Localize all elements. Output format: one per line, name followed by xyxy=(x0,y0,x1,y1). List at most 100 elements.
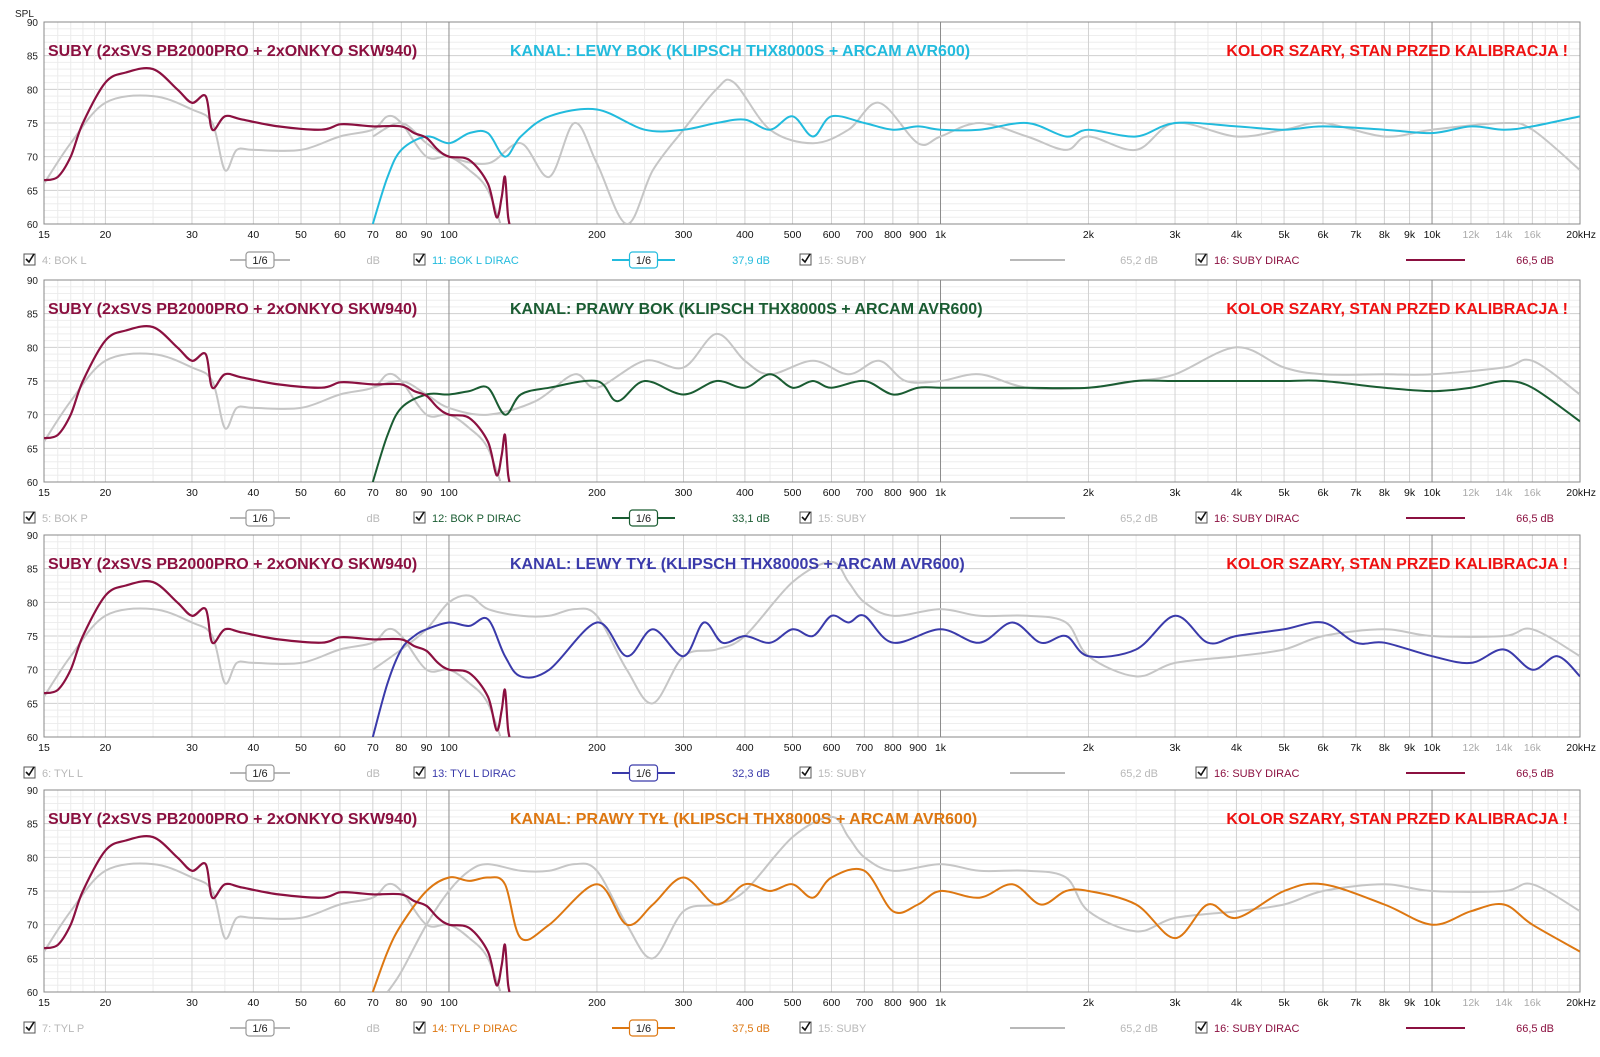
y-tick-label: 75 xyxy=(27,887,39,898)
legend-value: 65,2 dB xyxy=(1120,768,1158,780)
legend-item-3[interactable]: 15: SUBY 65,2 dB xyxy=(799,511,1158,525)
x-tick-label: 40 xyxy=(248,229,260,241)
legend-checkbox[interactable] xyxy=(1195,766,1208,779)
x-tick-label: 500 xyxy=(784,742,802,754)
smoothing-button[interactable] xyxy=(245,764,275,782)
smoothing-button[interactable] xyxy=(628,251,659,269)
legend-checkbox[interactable] xyxy=(1195,511,1208,524)
legend-label: 16: SUBY DIRAC xyxy=(1214,255,1299,267)
legend-item-2[interactable]: 11: BOK L DIRAC 1/6 37,9 dB xyxy=(413,251,770,269)
y-tick-label: 85 xyxy=(27,52,39,63)
x-tick-label: 5k xyxy=(1279,742,1291,754)
y-tick-label: 80 xyxy=(27,343,39,354)
series-line-subs-dirac xyxy=(44,67,511,224)
x-tick-label: 8k xyxy=(1379,229,1391,241)
y-tick-label: 85 xyxy=(27,820,39,831)
legend-item-4[interactable]: 16: SUBY DIRAC 66,5 dB xyxy=(1195,253,1554,267)
legend-label: 5: BOK P xyxy=(42,513,88,525)
smoothing-button[interactable] xyxy=(245,509,275,527)
legend-value: 32,3 dB xyxy=(732,768,770,780)
x-tick-label: 8k xyxy=(1379,487,1391,499)
smoothing-button[interactable] xyxy=(628,509,659,527)
x-tick-label: 50 xyxy=(295,229,307,241)
legend-item-2[interactable]: 13: TYL L DIRAC 1/6 32,3 dB xyxy=(413,764,770,782)
smoothing-button[interactable] xyxy=(628,1019,659,1037)
series-line-subs-dirac xyxy=(44,835,511,992)
legend-item-4[interactable]: 16: SUBY DIRAC 66,5 dB xyxy=(1195,766,1554,780)
y-tick-label: 75 xyxy=(27,632,39,643)
x-tick-label: 300 xyxy=(675,742,693,754)
legend-checkbox[interactable] xyxy=(799,766,812,779)
series-line-channel-dirac xyxy=(371,867,1580,992)
x-tick-label: 20 xyxy=(100,997,112,1009)
legend-checkbox[interactable] xyxy=(799,1021,812,1034)
x-tick-label: 100 xyxy=(440,229,458,241)
x-tick-label: 15 xyxy=(38,487,50,499)
legend-item-3[interactable]: 15: SUBY 65,2 dB xyxy=(799,253,1158,267)
series-line-channel-before xyxy=(386,815,1580,992)
legend-checkbox[interactable] xyxy=(413,253,426,266)
legend-checkbox[interactable] xyxy=(799,253,812,266)
x-tick-label: 80 xyxy=(395,742,407,754)
legend-checkbox[interactable] xyxy=(413,511,426,524)
legend-checkbox[interactable] xyxy=(1195,1021,1208,1034)
legend-value: 66,5 dB xyxy=(1516,255,1554,267)
smoothing-button[interactable] xyxy=(245,251,275,269)
smoothing-button[interactable] xyxy=(245,1019,275,1037)
y-tick-label: 70 xyxy=(27,666,39,677)
x-tick-label: 300 xyxy=(675,997,693,1009)
series-line-channel-dirac xyxy=(371,107,1580,224)
x-tick-label: 10k xyxy=(1424,229,1442,241)
legend-checkbox[interactable] xyxy=(413,1021,426,1034)
legend-item-3[interactable]: 15: SUBY 65,2 dB xyxy=(799,1021,1158,1035)
x-tick-label: 15 xyxy=(38,997,50,1009)
x-tick-label: 90 xyxy=(421,487,433,499)
x-tick-label: 20kHz xyxy=(1566,997,1596,1009)
legend-checkbox[interactable] xyxy=(23,766,36,779)
x-tick-label: 1k xyxy=(935,997,947,1009)
legend-item-1[interactable]: 6: TYL L 1/6 dB xyxy=(23,764,380,782)
x-tick-label: 40 xyxy=(248,997,260,1009)
series-line-channel-before xyxy=(372,78,1580,224)
x-tick-label: 700 xyxy=(856,229,874,241)
panel-title-channel: KANAL: PRAWY TYŁ (KLIPSCH THX8000S + ARC… xyxy=(510,811,977,828)
y-tick-label: 70 xyxy=(27,153,39,164)
y-tick-label: 80 xyxy=(27,598,39,609)
legend-item-1[interactable]: 5: BOK P 1/6 dB xyxy=(23,509,380,527)
legend-item-4[interactable]: 16: SUBY DIRAC 66,5 dB xyxy=(1195,511,1554,525)
legend-item-2[interactable]: 14: TYL P DIRAC 1/6 37,5 dB xyxy=(413,1019,770,1037)
legend-value: 65,2 dB xyxy=(1120,1023,1158,1035)
x-tick-label: 2k xyxy=(1083,229,1095,241)
x-tick-label: 10k xyxy=(1424,742,1442,754)
x-tick-label: 6k xyxy=(1317,487,1329,499)
check-icon xyxy=(25,1021,35,1032)
x-tick-label: 50 xyxy=(295,997,307,1009)
check-icon xyxy=(415,511,425,522)
series-line-channel-before xyxy=(372,332,1580,416)
x-tick-label: 1k xyxy=(935,229,947,241)
x-tick-label: 200 xyxy=(588,742,606,754)
y-tick-label: 90 xyxy=(27,276,39,287)
smoothing-button[interactable] xyxy=(628,764,659,782)
series-line-subs-dirac xyxy=(44,580,511,737)
legend-checkbox[interactable] xyxy=(413,766,426,779)
legend-item-3[interactable]: 15: SUBY 65,2 dB xyxy=(799,766,1158,780)
y-tick-label: 75 xyxy=(27,377,39,388)
legend-checkbox[interactable] xyxy=(23,511,36,524)
legend-checkbox[interactable] xyxy=(799,511,812,524)
legend-item-1[interactable]: 7: TYL P 1/6 dB xyxy=(23,1019,380,1037)
legend-checkbox[interactable] xyxy=(1195,253,1208,266)
panel-title-subs: SUBY (2xSVS PB2000PRO + 2xONKYO SKW940) xyxy=(48,43,417,60)
panel-1: 60 65 70 75 80 85 90 15 20 30 40 50 60 70 80 90 100 200 30… xyxy=(23,18,1596,269)
legend-checkbox[interactable] xyxy=(23,253,36,266)
x-tick-label: 12k xyxy=(1462,229,1480,241)
legend-item-4[interactable]: 16: SUBY DIRAC 66,5 dB xyxy=(1195,1021,1554,1035)
check-icon xyxy=(1197,253,1207,264)
x-tick-label: 7k xyxy=(1350,487,1362,499)
x-tick-label: 7k xyxy=(1350,997,1362,1009)
legend-label: 16: SUBY DIRAC xyxy=(1214,513,1299,525)
legend-checkbox[interactable] xyxy=(23,1021,36,1034)
legend-item-1[interactable]: 4: BOK L 1/6 dB xyxy=(23,251,380,269)
legend-item-2[interactable]: 12: BOK P DIRAC 1/6 33,1 dB xyxy=(413,509,770,527)
